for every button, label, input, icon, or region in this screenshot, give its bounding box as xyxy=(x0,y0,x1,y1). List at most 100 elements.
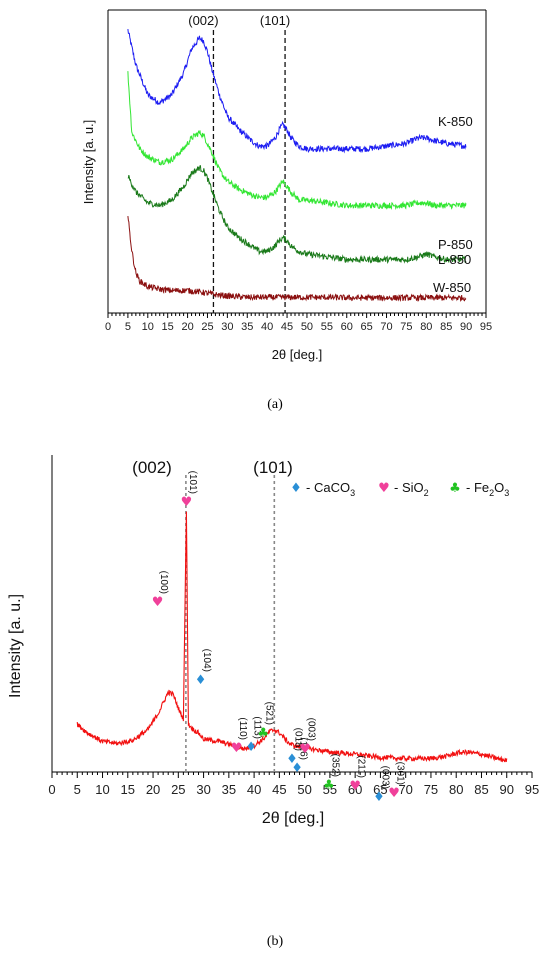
x-tick-label: 95 xyxy=(480,321,492,333)
legend-label-subscript: 3 xyxy=(504,488,509,498)
peak-marker-icon: ♥ xyxy=(299,742,311,757)
reference-line-label: (002) xyxy=(188,13,218,28)
legend-label-subscript: 2 xyxy=(424,488,429,498)
peak-marker-icon: ♦ xyxy=(195,673,207,688)
x-tick-label: 35 xyxy=(222,782,236,797)
peak-marker-icon: ♦ xyxy=(286,752,298,767)
peak-hkl-label: (100) xyxy=(158,571,169,594)
chart-a: 0 5 10 15 20 25 30 35 40 45 50 55 60 65 70 75 80 85 90 95 In… xyxy=(81,9,492,362)
series-label: K-850 xyxy=(438,114,473,129)
peak-hkl-label: (018) xyxy=(293,728,304,751)
peak-marker-icon: ♥ xyxy=(349,779,361,794)
reference-line-label: (002) xyxy=(132,458,172,477)
peak-hkl-label: (101) xyxy=(187,471,198,494)
peak-hkl-label: (352) xyxy=(329,754,340,777)
peak-hkl-label: (003) xyxy=(306,718,317,741)
x-tick-label: 75 xyxy=(424,782,438,797)
x-tick-label: 30 xyxy=(221,321,233,333)
reference-line-label: (101) xyxy=(253,458,293,477)
x-tick-label: 10 xyxy=(95,782,109,797)
x-tick-label: 50 xyxy=(301,321,313,333)
x-tick-label: 40 xyxy=(247,782,261,797)
x-tick-label: 55 xyxy=(323,782,337,797)
legend-label-text: O xyxy=(494,480,504,495)
peak-marker-icon: ♦ xyxy=(245,740,257,755)
x-tick-label: 90 xyxy=(460,321,472,333)
x-tick-label: 25 xyxy=(201,321,213,333)
x-tick-label: 15 xyxy=(121,782,135,797)
legend-label: - CaCO3 xyxy=(306,480,355,498)
x-tick-label: 5 xyxy=(125,321,131,333)
peak-marker-icon: ♣ xyxy=(323,778,335,793)
x-axis-label: 2θ [deg.] xyxy=(272,347,323,362)
legend-label-text: CaCO xyxy=(314,480,350,495)
peak-marker-icon: ♦ xyxy=(291,761,303,776)
caption-b: (b) xyxy=(267,934,284,949)
x-tick-label: 45 xyxy=(281,321,293,333)
series-line-l-850 xyxy=(127,165,467,265)
x-tick-label: 50 xyxy=(297,782,311,797)
peak-hkl-label: (521) xyxy=(264,702,275,725)
legend-label-text: Fe xyxy=(474,480,489,495)
x-tick-label: 60 xyxy=(341,321,353,333)
legend-label-text: SiO xyxy=(402,480,424,495)
x-tick-label: 85 xyxy=(474,782,488,797)
series-line-k-850 xyxy=(127,29,467,154)
peak-hkl-label: (301) xyxy=(395,762,406,785)
x-tick-label: 45 xyxy=(272,782,286,797)
x-tick-label: 0 xyxy=(105,321,111,333)
series-label: W-850 xyxy=(433,280,471,295)
peak-hkl-label: (110) xyxy=(237,717,248,740)
legend-symbol-icon: ♦ xyxy=(290,481,302,496)
series-line-p-850 xyxy=(127,71,467,211)
peak-marker-icon: ♥ xyxy=(181,495,193,510)
series-line-w-850 xyxy=(127,216,467,303)
x-tick-label: 20 xyxy=(181,321,193,333)
peak-marker-icon: ♥ xyxy=(388,786,400,801)
x-tick-label: 25 xyxy=(171,782,185,797)
peak-hkl-label: (104) xyxy=(201,649,212,672)
peak-marker-icon: ♦ xyxy=(373,790,385,805)
y-axis-label: Intensity [a. u.] xyxy=(81,120,96,205)
legend-label-subscript: 2 xyxy=(489,488,494,498)
x-tick-label: 75 xyxy=(400,321,412,333)
legend-label: - SiO2 xyxy=(394,480,429,498)
x-tick-label: 20 xyxy=(146,782,160,797)
x-tick-label: 80 xyxy=(420,321,432,333)
chart-b: 0 5 10 15 20 25 30 35 40 45 50 55 60 65 70 75 80 85 90 95 In… xyxy=(7,455,539,827)
caption-a: (a) xyxy=(267,397,283,412)
x-tick-label: 60 xyxy=(348,782,362,797)
x-tick-label: 30 xyxy=(196,782,210,797)
series-label: L-850 xyxy=(438,252,471,267)
x-tick-label: 10 xyxy=(142,321,154,333)
series-label: P-850 xyxy=(438,237,473,252)
x-axis-label: 2θ [deg.] xyxy=(262,810,324,827)
x-tick-label: 55 xyxy=(321,321,333,333)
x-tick-label: 85 xyxy=(440,321,452,333)
peak-marker-icon: ♥ xyxy=(152,595,164,610)
peak-hkl-label: (116) xyxy=(298,737,309,760)
peak-hkl-label: (003) xyxy=(379,766,390,789)
legend: ♦ - CaCO3 ♥ - SiO2 ♣ - Fe2O3 xyxy=(290,480,509,498)
x-tick-label: 65 xyxy=(361,321,373,333)
peak-hkl-label: (113) xyxy=(252,716,263,739)
x-tick-label: 0 xyxy=(48,782,55,797)
x-tick-label: 15 xyxy=(162,321,174,333)
peak-marker-icon: ♣ xyxy=(257,726,269,741)
series-line xyxy=(76,511,508,763)
legend-label-subscript: 3 xyxy=(350,488,355,498)
x-tick-label: 70 xyxy=(398,782,412,797)
x-tick-label: 90 xyxy=(500,782,514,797)
reference-line-label: (101) xyxy=(260,13,290,28)
x-tick-label: 70 xyxy=(380,321,392,333)
x-tick-label: 65 xyxy=(373,782,387,797)
legend-symbol-icon: ♣ xyxy=(449,481,461,496)
y-axis-label: Intensity [a. u.] xyxy=(7,594,24,698)
x-tick-label: 35 xyxy=(241,321,253,333)
x-tick-label: 40 xyxy=(261,321,273,333)
x-tick-label: 80 xyxy=(449,782,463,797)
peak-hkl-label: (211) xyxy=(356,755,367,778)
peak-marker-icon: ♥ xyxy=(231,741,243,756)
x-tick-label: 95 xyxy=(525,782,539,797)
